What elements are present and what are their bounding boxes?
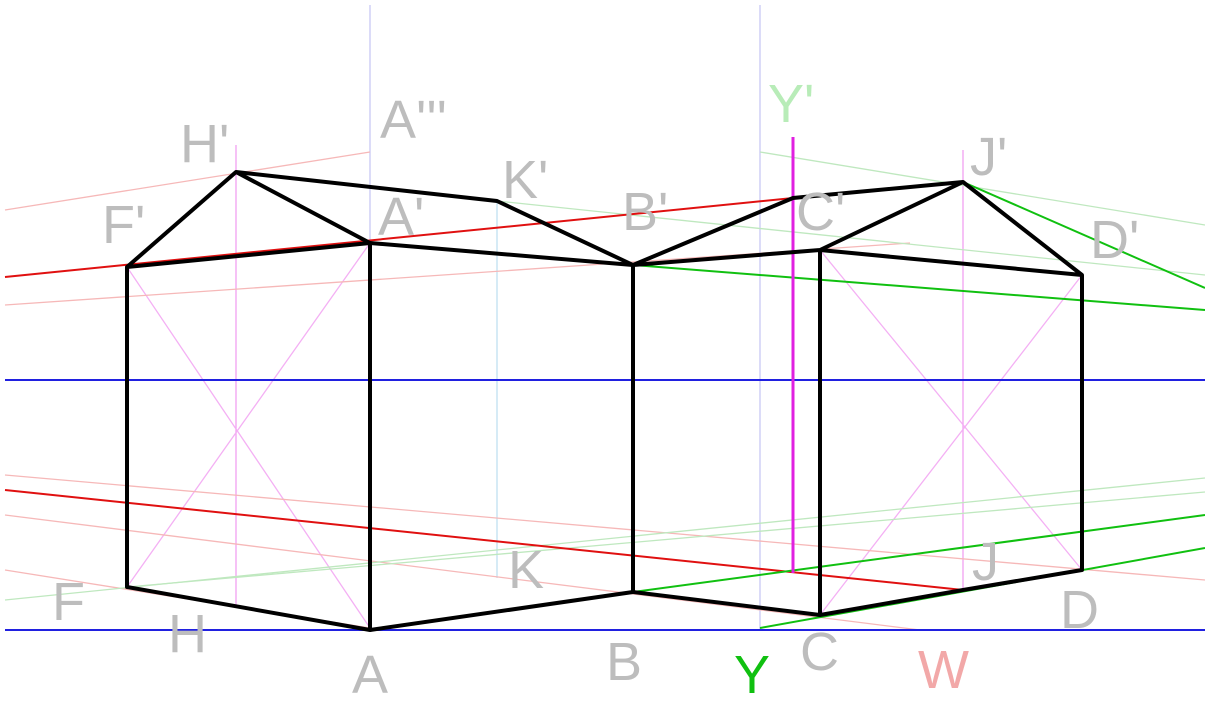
red-vanishing-line — [4, 197, 794, 278]
green-guide — [126, 491, 1205, 588]
red-guide — [4, 514, 921, 631]
point-label: F — [52, 572, 85, 632]
house-outline — [125, 170, 1084, 632]
guide-lines — [4, 5, 1205, 631]
roof-ridge — [235, 170, 634, 267]
point-label: J' — [970, 127, 1007, 187]
diagonal — [819, 249, 1083, 571]
green-vanishing-line — [632, 264, 1205, 311]
point-label: D' — [1090, 210, 1139, 270]
point-label: Y — [734, 645, 770, 705]
left-wall — [125, 241, 372, 632]
point-label: A''' — [380, 90, 447, 150]
diagonal — [126, 266, 371, 629]
point-label: C — [800, 622, 839, 682]
point-label: H — [168, 604, 207, 664]
green-guide — [759, 151, 1205, 226]
diagonal — [819, 274, 1083, 616]
diagonal — [126, 242, 371, 588]
point-label: A — [352, 645, 388, 705]
red-guide — [4, 474, 1205, 581]
point-label: A' — [378, 187, 424, 247]
point-label: H' — [180, 114, 229, 174]
point-label: C' — [796, 182, 845, 242]
front-wall — [369, 241, 635, 632]
red-guide — [4, 151, 371, 211]
green-vanishing-line — [632, 514, 1205, 593]
point-labels: H' A''' K' Y' J' F' A' B' C' D' F H K A … — [52, 74, 1139, 705]
point-label: K — [508, 540, 544, 600]
right-section — [632, 180, 1084, 617]
point-label: W — [918, 640, 969, 700]
point-label: F' — [102, 195, 145, 255]
point-label: B — [606, 632, 642, 692]
point-label: Y' — [768, 74, 814, 134]
right-eave — [819, 248, 1083, 277]
point-label: B' — [622, 182, 668, 242]
point-label: K' — [502, 150, 548, 210]
point-label: J — [972, 532, 999, 592]
point-label: D — [1060, 580, 1099, 640]
green-vanishing-line — [962, 181, 1205, 289]
green-guide — [496, 200, 1205, 276]
red-vanishing-line — [4, 489, 964, 591]
